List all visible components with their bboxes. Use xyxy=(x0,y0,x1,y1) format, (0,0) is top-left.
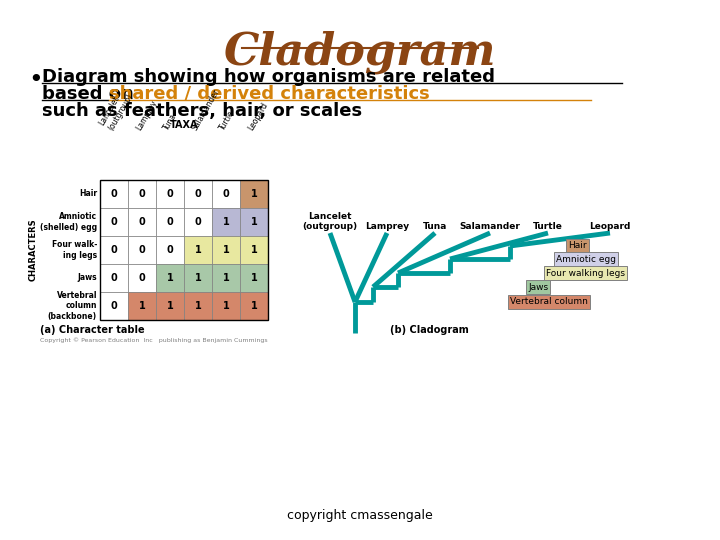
Bar xyxy=(156,180,184,208)
Text: Salamander: Salamander xyxy=(190,87,221,132)
Text: 1: 1 xyxy=(166,273,174,283)
Text: Turtle: Turtle xyxy=(533,222,563,231)
Bar xyxy=(156,208,184,236)
Text: Copyright © Pearson Education  Inc   publishing as Benjamin Cummings: Copyright © Pearson Education Inc publis… xyxy=(40,337,268,343)
Text: 1: 1 xyxy=(139,301,145,311)
Bar xyxy=(128,236,156,264)
Bar xyxy=(184,292,212,320)
Bar xyxy=(100,264,128,292)
Text: Lamprey: Lamprey xyxy=(134,98,158,132)
Bar xyxy=(100,236,128,264)
Bar xyxy=(100,292,128,320)
Text: 0: 0 xyxy=(111,301,117,311)
Text: Lancelet
(outgroup): Lancelet (outgroup) xyxy=(97,87,135,132)
Text: 1: 1 xyxy=(251,245,257,255)
Text: 1: 1 xyxy=(251,301,257,311)
Text: 1: 1 xyxy=(222,217,230,227)
Text: 0: 0 xyxy=(194,189,202,199)
Text: 1: 1 xyxy=(194,273,202,283)
Text: 0: 0 xyxy=(194,217,202,227)
Text: Hair: Hair xyxy=(79,190,97,199)
Text: 1: 1 xyxy=(251,273,257,283)
Bar xyxy=(184,236,212,264)
Bar xyxy=(100,180,128,208)
Text: 1: 1 xyxy=(194,245,202,255)
Text: Vertebral column: Vertebral column xyxy=(510,298,588,307)
Bar xyxy=(240,208,268,236)
Text: Lamprey: Lamprey xyxy=(365,222,409,231)
Text: 1: 1 xyxy=(194,301,202,311)
Text: Amniotic egg: Amniotic egg xyxy=(556,254,616,264)
Text: 1: 1 xyxy=(222,273,230,283)
Text: Diagram showing how organisms are related: Diagram showing how organisms are relate… xyxy=(42,68,495,86)
Bar xyxy=(184,180,212,208)
Bar xyxy=(128,264,156,292)
Text: based on: based on xyxy=(42,85,140,103)
Bar xyxy=(128,208,156,236)
Bar xyxy=(212,208,240,236)
Text: 1: 1 xyxy=(251,217,257,227)
Text: 0: 0 xyxy=(111,245,117,255)
Text: 0: 0 xyxy=(111,273,117,283)
Text: Salamander: Salamander xyxy=(459,222,521,231)
Text: 1: 1 xyxy=(251,189,257,199)
Bar xyxy=(212,264,240,292)
Bar xyxy=(100,180,268,320)
Text: Turtle: Turtle xyxy=(218,109,237,132)
Bar xyxy=(240,264,268,292)
Text: Jaws: Jaws xyxy=(528,282,548,292)
Text: TAXA: TAXA xyxy=(170,120,198,130)
Text: 0: 0 xyxy=(139,273,145,283)
Text: (a) Character table: (a) Character table xyxy=(40,325,145,335)
Text: Amniotic
(shelled) egg: Amniotic (shelled) egg xyxy=(40,212,97,232)
Bar xyxy=(240,292,268,320)
Text: 1: 1 xyxy=(166,301,174,311)
Text: 0: 0 xyxy=(139,189,145,199)
Text: CHARACTERS: CHARACTERS xyxy=(29,219,37,281)
Text: 0: 0 xyxy=(222,189,230,199)
Bar xyxy=(240,236,268,264)
Text: Leopard: Leopard xyxy=(246,100,269,132)
Text: 1: 1 xyxy=(222,245,230,255)
Text: 1: 1 xyxy=(222,301,230,311)
Text: •: • xyxy=(28,68,42,92)
Bar xyxy=(184,264,212,292)
Bar xyxy=(156,236,184,264)
Text: 0: 0 xyxy=(166,217,174,227)
Bar xyxy=(128,180,156,208)
Bar xyxy=(156,292,184,320)
Text: 0: 0 xyxy=(139,245,145,255)
Text: Four walk-
ing legs: Four walk- ing legs xyxy=(52,240,97,260)
Bar xyxy=(184,208,212,236)
Text: Tuna: Tuna xyxy=(162,112,179,132)
Text: Hair: Hair xyxy=(568,241,587,251)
Text: Four walking legs: Four walking legs xyxy=(546,268,625,278)
Bar xyxy=(212,180,240,208)
Text: 0: 0 xyxy=(111,217,117,227)
Text: Cladogram: Cladogram xyxy=(224,30,496,73)
Text: Tuna: Tuna xyxy=(423,222,447,231)
Text: 0: 0 xyxy=(166,189,174,199)
Text: 0: 0 xyxy=(111,189,117,199)
Bar xyxy=(100,208,128,236)
Text: Lancelet
(outgroup): Lancelet (outgroup) xyxy=(302,212,358,231)
Bar xyxy=(212,236,240,264)
Bar xyxy=(156,264,184,292)
Text: Leopard: Leopard xyxy=(589,222,631,231)
Text: Vertebral
column
(backbone): Vertebral column (backbone) xyxy=(48,291,97,321)
Text: copyright cmassengale: copyright cmassengale xyxy=(287,509,433,522)
Text: such as feathers, hair, or scales: such as feathers, hair, or scales xyxy=(42,102,362,120)
Text: Jaws: Jaws xyxy=(77,273,97,282)
Bar xyxy=(212,292,240,320)
Text: 0: 0 xyxy=(166,245,174,255)
Text: 0: 0 xyxy=(139,217,145,227)
Text: (b) Cladogram: (b) Cladogram xyxy=(390,325,469,335)
Bar xyxy=(128,292,156,320)
Text: shared / derived characteristics: shared / derived characteristics xyxy=(109,85,430,103)
Bar xyxy=(240,180,268,208)
